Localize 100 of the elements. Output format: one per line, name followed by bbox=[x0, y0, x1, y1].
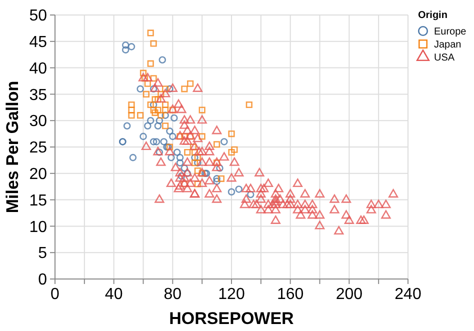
x-tick-label: 40 bbox=[104, 286, 123, 303]
point bbox=[140, 70, 147, 76]
point bbox=[191, 160, 198, 166]
point bbox=[194, 180, 201, 188]
point bbox=[213, 178, 220, 185]
point bbox=[158, 112, 164, 119]
point bbox=[160, 138, 168, 146]
point bbox=[147, 101, 154, 108]
point bbox=[180, 164, 188, 172]
point bbox=[144, 80, 151, 87]
point bbox=[154, 122, 162, 130]
point bbox=[142, 90, 150, 98]
legend-title: Origin bbox=[418, 10, 448, 21]
point bbox=[176, 154, 184, 162]
point bbox=[166, 128, 174, 135]
point bbox=[137, 112, 144, 119]
point bbox=[152, 96, 158, 103]
point bbox=[228, 148, 235, 156]
point bbox=[136, 85, 144, 93]
point bbox=[128, 106, 135, 114]
point bbox=[152, 138, 160, 146]
y-tick-label: 0 bbox=[38, 272, 48, 289]
point bbox=[184, 148, 191, 156]
point bbox=[198, 106, 206, 114]
point bbox=[173, 148, 181, 156]
point bbox=[146, 116, 154, 124]
point bbox=[128, 112, 135, 119]
point bbox=[122, 46, 130, 54]
y-tick-label: 25 bbox=[29, 140, 48, 157]
point bbox=[231, 146, 238, 153]
point bbox=[147, 60, 154, 67]
point bbox=[246, 190, 254, 198]
point bbox=[191, 154, 198, 162]
point bbox=[129, 154, 137, 162]
y-tick-label: 30 bbox=[29, 113, 48, 130]
point bbox=[213, 175, 220, 182]
x-tick-label: 200 bbox=[336, 286, 363, 303]
point bbox=[147, 30, 154, 36]
point bbox=[218, 175, 224, 182]
point bbox=[150, 101, 158, 108]
point bbox=[150, 75, 157, 82]
x-axis-title: HORSEPOWER bbox=[169, 309, 294, 328]
y-tick-label: 20 bbox=[29, 166, 48, 183]
point bbox=[235, 186, 242, 193]
point bbox=[191, 148, 198, 156]
point bbox=[156, 148, 164, 156]
y-tick-label: 50 bbox=[29, 8, 48, 25]
point bbox=[198, 133, 206, 140]
point bbox=[150, 85, 158, 93]
point bbox=[154, 106, 162, 114]
point bbox=[213, 141, 220, 148]
x-tick-label: 0 bbox=[50, 286, 60, 303]
point bbox=[150, 40, 157, 47]
point bbox=[162, 106, 169, 114]
point bbox=[184, 170, 192, 178]
point bbox=[216, 164, 224, 172]
point bbox=[140, 132, 147, 140]
point bbox=[150, 138, 158, 146]
point bbox=[128, 43, 136, 50]
y-tick-label: 35 bbox=[29, 86, 48, 104]
point bbox=[150, 106, 157, 114]
point bbox=[181, 86, 188, 92]
y-tick-label: 40 bbox=[29, 60, 48, 78]
point bbox=[228, 188, 236, 196]
legend-label: Europe bbox=[434, 26, 467, 38]
y-axis-title: Miles Per Gallon bbox=[3, 80, 22, 214]
point bbox=[170, 114, 178, 122]
point bbox=[122, 41, 130, 49]
legend-label: USA bbox=[434, 52, 455, 64]
point bbox=[141, 75, 148, 82]
point bbox=[162, 112, 169, 119]
y-tick-label: 45 bbox=[29, 34, 48, 51]
point bbox=[194, 154, 201, 161]
point bbox=[158, 90, 164, 98]
point bbox=[166, 85, 174, 93]
point bbox=[162, 86, 169, 92]
point bbox=[213, 160, 220, 166]
y-tick-label: 10 bbox=[29, 218, 48, 236]
y-tick-label: 15 bbox=[29, 192, 48, 210]
point bbox=[156, 116, 164, 124]
point bbox=[194, 159, 202, 166]
point bbox=[194, 167, 201, 174]
point bbox=[168, 154, 175, 162]
point bbox=[169, 132, 176, 140]
point bbox=[246, 101, 252, 108]
point bbox=[178, 172, 186, 180]
point bbox=[152, 109, 158, 116]
point bbox=[176, 159, 184, 166]
x-tick-label: 80 bbox=[164, 286, 182, 303]
x-tick-label: 240 bbox=[394, 286, 422, 303]
point bbox=[144, 122, 152, 130]
x-tick-label: 120 bbox=[218, 286, 245, 303]
point bbox=[123, 122, 131, 130]
point bbox=[187, 80, 194, 87]
y-tick-label: 5 bbox=[38, 245, 48, 262]
point bbox=[162, 122, 169, 130]
point bbox=[220, 138, 228, 146]
point bbox=[128, 101, 135, 108]
point bbox=[162, 101, 169, 108]
x-tick-label: 160 bbox=[276, 286, 304, 303]
